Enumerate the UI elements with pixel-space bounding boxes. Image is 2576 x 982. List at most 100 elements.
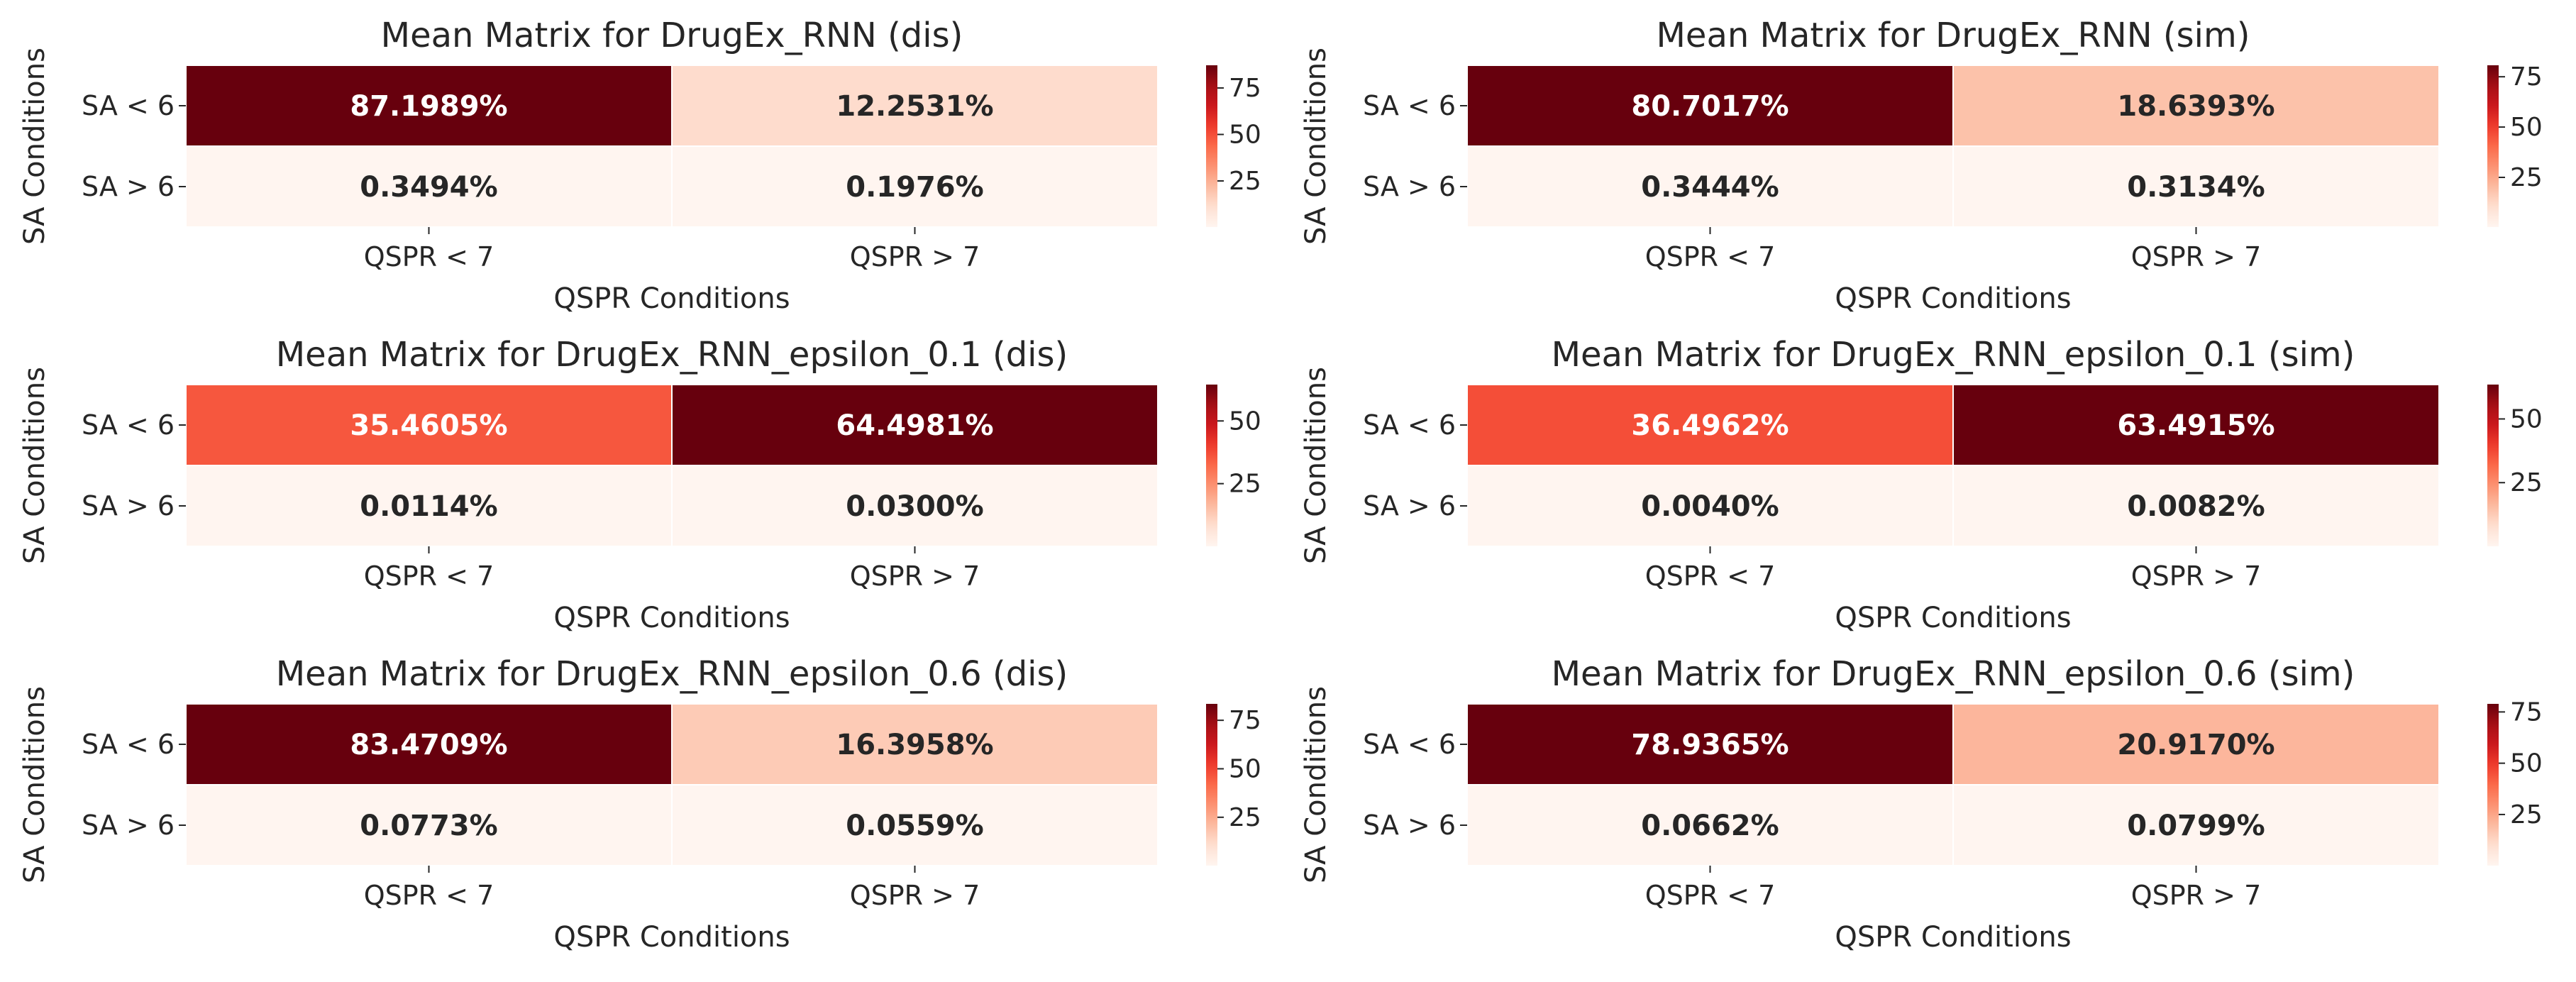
chart-title: Mean Matrix for DrugEx_RNN_epsilon_0.1 (…	[1552, 335, 2355, 375]
colorbar	[2487, 704, 2499, 866]
heatmap-cell	[1952, 384, 2440, 466]
y-tick-label: SA < 6	[1363, 729, 1456, 760]
heatmap-cell	[185, 703, 673, 785]
cell-value-label: 63.4915%	[2117, 409, 2274, 442]
y-tick-label: SA < 6	[82, 409, 175, 441]
x-tick-label: QSPR < 7	[1645, 241, 1776, 272]
x-tick-label: QSPR > 7	[2131, 561, 2262, 592]
y-tick-label: SA > 6	[82, 490, 175, 522]
cell-value-label: 87.1989%	[350, 90, 507, 123]
x-tick-label: QSPR > 7	[850, 880, 980, 911]
heatmap-cell	[1466, 384, 1954, 466]
chart-title: Mean Matrix for DrugEx_RNN (sim)	[1657, 16, 2250, 55]
cell-value-label: 18.6393%	[2117, 90, 2274, 123]
x-tick-label: QSPR > 7	[2131, 880, 2262, 911]
cell-value-label: 0.0773%	[360, 810, 497, 842]
chart-title: Mean Matrix for DrugEx_RNN_epsilon_0.6 (…	[1552, 654, 2355, 694]
colorbar-tick-label: 75	[2510, 62, 2543, 92]
colorbar-tick-label: 50	[1229, 754, 1261, 783]
heatmap-cell	[1952, 465, 2440, 547]
x-tick-label: QSPR < 7	[364, 561, 494, 592]
cell-value-label: 0.0662%	[1641, 810, 1779, 842]
heatmap-panel: Mean Matrix for DrugEx_RNN_epsilon_0.1 (…	[1300, 335, 2543, 634]
heatmap-cell	[185, 465, 673, 547]
colorbar-tick-label: 25	[1229, 470, 1261, 499]
heatmap-cell	[671, 384, 1159, 466]
y-axis-label: SA Conditions	[18, 367, 51, 564]
x-tick-label: QSPR < 7	[364, 880, 494, 911]
colorbar	[1206, 65, 1217, 227]
y-axis-label: SA Conditions	[1300, 686, 1332, 883]
cell-value-label: 0.3444%	[1641, 171, 1779, 204]
y-tick-label: SA > 6	[82, 171, 175, 202]
x-tick-label: QSPR < 7	[1645, 880, 1776, 911]
cell-value-label: 12.2531%	[836, 90, 993, 123]
x-axis-label: QSPR Conditions	[1835, 602, 2071, 634]
heatmap-panel: Mean Matrix for DrugEx_RNN_epsilon_0.6 (…	[18, 654, 1261, 954]
heatmap-cell	[185, 784, 673, 866]
heatmap-panel: Mean Matrix for DrugEx_RNN (dis) 87.1989%…	[18, 16, 1261, 315]
colorbar	[1206, 385, 1217, 546]
y-tick-label: SA < 6	[1363, 90, 1456, 121]
colorbar-tick-label: 50	[1229, 407, 1261, 436]
colorbar-tick-label: 25	[1229, 167, 1261, 196]
cell-value-label: 20.9170%	[2117, 729, 2274, 761]
chart-title: Mean Matrix for DrugEx_RNN_epsilon_0.6 (…	[276, 654, 1068, 694]
cell-value-label: 36.4962%	[1631, 409, 1789, 442]
cell-value-label: 0.1976%	[846, 171, 983, 204]
y-tick-label: SA > 6	[82, 810, 175, 841]
colorbar	[1206, 704, 1217, 866]
heatmap-cell	[1952, 703, 2440, 785]
colorbar-tick-label: 75	[2510, 697, 2543, 727]
cell-value-label: 0.0114%	[360, 490, 497, 523]
y-axis-label: SA Conditions	[1300, 367, 1332, 564]
heatmap-cell	[185, 65, 673, 147]
heatmap-cell	[1952, 65, 2440, 147]
cell-value-label: 0.0559%	[846, 810, 983, 842]
x-axis-label: QSPR Conditions	[553, 282, 790, 315]
colorbar-tick-label: 25	[2510, 800, 2543, 829]
cell-value-label: 16.3958%	[836, 729, 993, 761]
chart-title: Mean Matrix for DrugEx_RNN (dis)	[381, 16, 963, 55]
heatmap-cell	[671, 784, 1159, 866]
colorbar-tick-label: 50	[1229, 120, 1261, 149]
heatmap-panel: Mean Matrix for DrugEx_RNN_epsilon_0.6 (…	[1300, 654, 2543, 954]
y-tick-label: SA < 6	[82, 90, 175, 121]
x-axis-label: QSPR Conditions	[1835, 921, 2071, 954]
colorbar-tick-label: 75	[1229, 74, 1261, 103]
heatmap-cell	[671, 65, 1159, 147]
colorbar	[2487, 65, 2499, 227]
colorbar	[2487, 385, 2499, 546]
heatmap-cell	[1466, 65, 1954, 147]
cell-value-label: 0.0799%	[2127, 810, 2265, 842]
colorbar-tick-label: 25	[2510, 163, 2543, 192]
colorbar-tick-label: 25	[2510, 468, 2543, 497]
y-tick-label: SA < 6	[1363, 409, 1456, 441]
heatmap-cell	[1952, 784, 2440, 866]
heatmap-cell	[1952, 145, 2440, 228]
x-tick-label: QSPR > 7	[850, 561, 980, 592]
x-axis-label: QSPR Conditions	[553, 602, 790, 634]
x-tick-label: QSPR < 7	[1645, 561, 1776, 592]
x-axis-label: QSPR Conditions	[1835, 282, 2071, 315]
cell-value-label: 0.0300%	[846, 490, 983, 523]
cell-value-label: 83.4709%	[350, 729, 507, 761]
heatmap-panel: Mean Matrix for DrugEx_RNN_epsilon_0.1 (…	[18, 335, 1261, 634]
y-axis-label: SA Conditions	[18, 686, 51, 883]
y-tick-label: SA > 6	[1363, 490, 1456, 522]
y-tick-label: SA > 6	[1363, 810, 1456, 841]
cell-value-label: 64.4981%	[836, 409, 993, 442]
x-tick-label: QSPR < 7	[364, 241, 494, 272]
heatmap-cell	[671, 145, 1159, 228]
cell-value-label: 0.3494%	[360, 171, 497, 204]
colorbar-tick-label: 50	[2510, 749, 2543, 778]
colorbar-tick-label: 50	[2510, 404, 2543, 434]
heatmap-cell	[185, 145, 673, 228]
cell-value-label: 80.7017%	[1631, 90, 1789, 123]
y-axis-label: SA Conditions	[18, 48, 51, 245]
x-axis-label: QSPR Conditions	[553, 921, 790, 954]
x-tick-label: QSPR > 7	[850, 241, 980, 272]
x-tick-label: QSPR > 7	[2131, 241, 2262, 272]
y-tick-label: SA > 6	[1363, 171, 1456, 202]
